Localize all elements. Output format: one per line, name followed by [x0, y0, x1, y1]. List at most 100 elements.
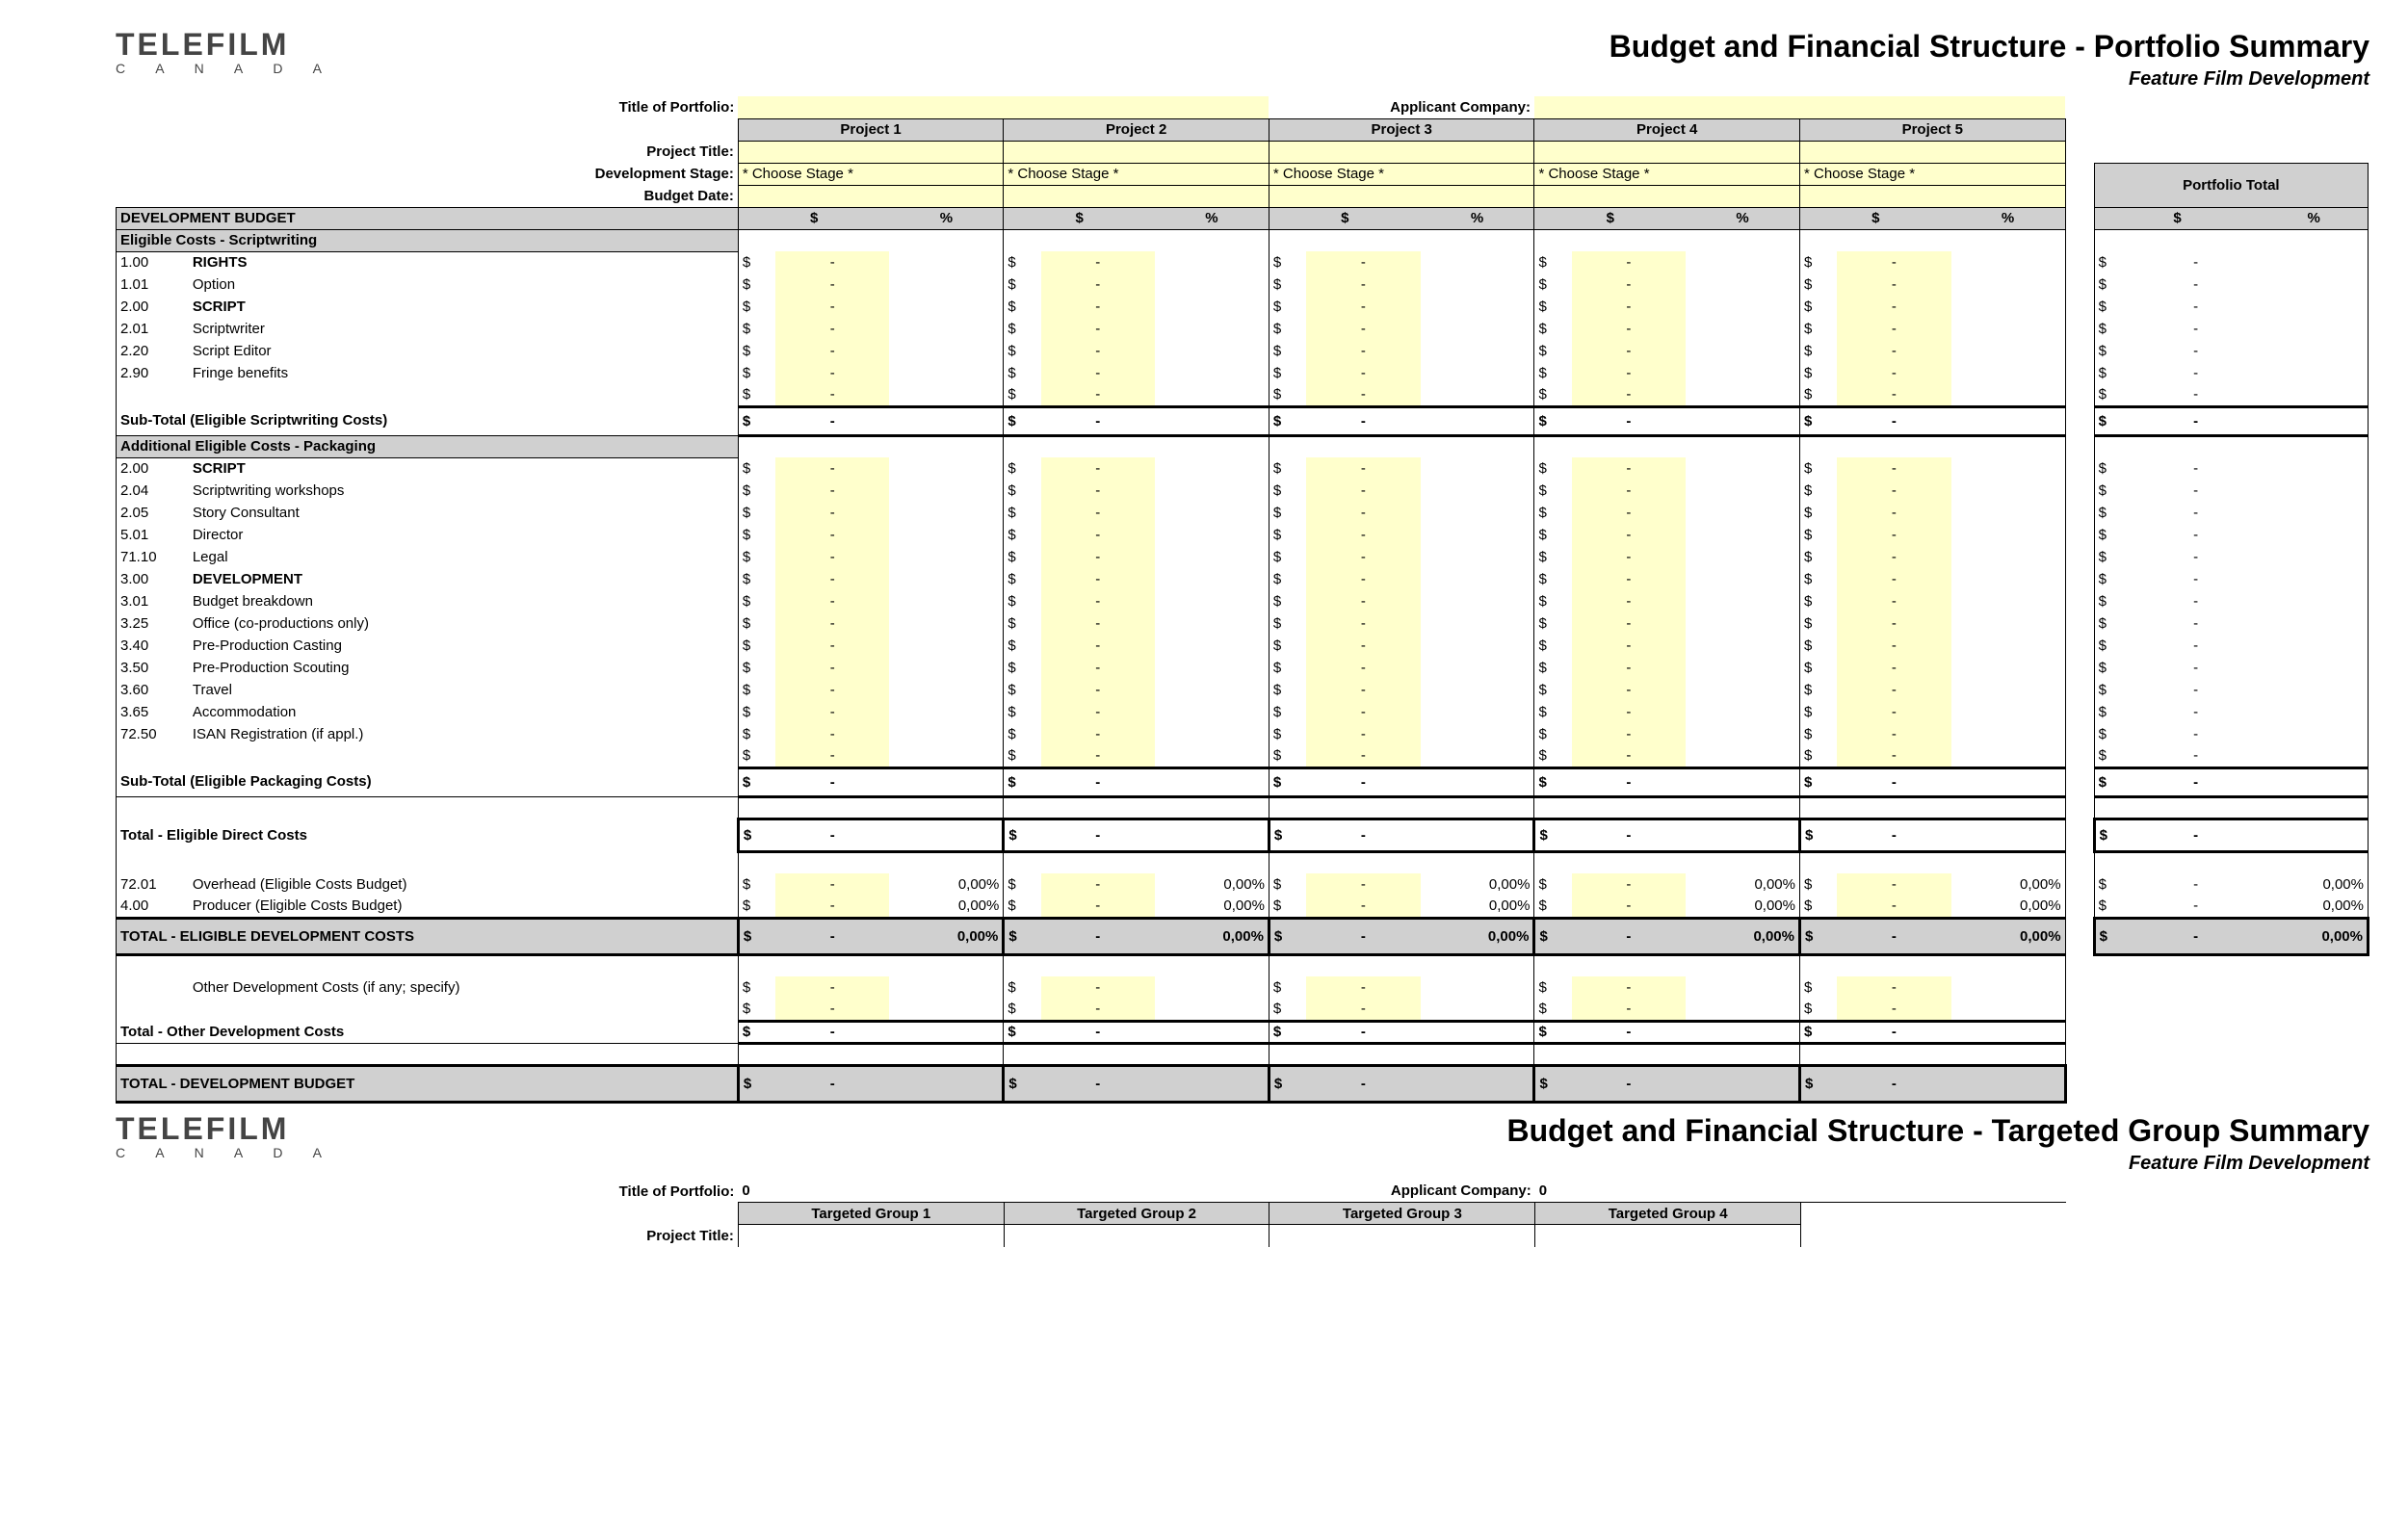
line-amt[interactable]: -	[1041, 701, 1155, 723]
line-amt[interactable]: -	[1041, 568, 1155, 590]
line-amt[interactable]: -	[1837, 457, 1950, 480]
line-amt[interactable]: -	[1306, 723, 1420, 745]
line-amt[interactable]: -	[1572, 457, 1686, 480]
line-amt[interactable]: -	[1041, 612, 1155, 635]
line-amt[interactable]: -	[775, 340, 889, 362]
line-amt[interactable]: -	[775, 657, 889, 679]
line-amt[interactable]: -	[775, 502, 889, 524]
line-amt[interactable]: -	[775, 318, 889, 340]
line-amt[interactable]: -	[1306, 318, 1420, 340]
line-amt[interactable]: -	[1306, 635, 1420, 657]
line-amt[interactable]: -	[1041, 502, 1155, 524]
line-amt[interactable]: -	[1041, 251, 1155, 273]
other-dev-amt-1a[interactable]: -	[775, 976, 889, 999]
producer-amt-1[interactable]: -	[775, 896, 889, 918]
line-amt[interactable]: -	[1837, 723, 1950, 745]
line-amt[interactable]: -	[1306, 679, 1420, 701]
line-amt[interactable]: -	[1837, 340, 1950, 362]
input-budget-date-5[interactable]	[1799, 185, 2065, 207]
line-amt[interactable]: -	[775, 251, 889, 273]
line-amt[interactable]: -	[775, 362, 889, 384]
line-amt[interactable]: -	[1306, 590, 1420, 612]
line-amt[interactable]: -	[1306, 480, 1420, 502]
line-amt[interactable]: -	[775, 635, 889, 657]
line-amt[interactable]: -	[1572, 502, 1686, 524]
select-stage-1[interactable]: * Choose Stage *	[738, 163, 1004, 185]
line-amt[interactable]: -	[775, 612, 889, 635]
line-amt[interactable]: -	[1572, 546, 1686, 568]
line-amt[interactable]: -	[1041, 273, 1155, 296]
line-amt[interactable]: -	[775, 480, 889, 502]
line-amt[interactable]: -	[775, 457, 889, 480]
line-amt[interactable]: -	[1572, 679, 1686, 701]
line-amt[interactable]: -	[1837, 524, 1950, 546]
select-stage-2[interactable]: * Choose Stage *	[1004, 163, 1269, 185]
input-budget-date-1[interactable]	[738, 185, 1004, 207]
line-amt[interactable]: -	[1837, 296, 1950, 318]
line-amt[interactable]: -	[1306, 251, 1420, 273]
line-amt[interactable]: -	[1306, 612, 1420, 635]
input-budget-date-4[interactable]	[1534, 185, 1800, 207]
line-amt[interactable]: -	[1572, 657, 1686, 679]
line-amt[interactable]: -	[775, 296, 889, 318]
select-stage-5[interactable]: * Choose Stage *	[1799, 163, 2065, 185]
line-amt[interactable]: -	[1837, 568, 1950, 590]
line-amt[interactable]: -	[775, 679, 889, 701]
line-amt[interactable]: -	[1837, 546, 1950, 568]
line-amt[interactable]: -	[1306, 745, 1420, 767]
line-amt[interactable]: -	[1837, 590, 1950, 612]
overhead-amt-1[interactable]: -	[775, 873, 889, 896]
line-amt[interactable]: -	[1572, 384, 1686, 406]
line-amt[interactable]: -	[1837, 273, 1950, 296]
select-stage-4[interactable]: * Choose Stage *	[1534, 163, 1800, 185]
line-amt[interactable]: -	[1306, 362, 1420, 384]
line-amt[interactable]: -	[775, 384, 889, 406]
line-amt[interactable]: -	[1041, 635, 1155, 657]
line-amt[interactable]: -	[775, 568, 889, 590]
line-amt[interactable]: -	[1041, 524, 1155, 546]
line-amt[interactable]: -	[1837, 384, 1950, 406]
select-stage-3[interactable]: * Choose Stage *	[1269, 163, 1534, 185]
line-amt[interactable]: -	[1572, 745, 1686, 767]
line-amt[interactable]: -	[1306, 502, 1420, 524]
line-amt[interactable]: -	[1572, 273, 1686, 296]
line-amt[interactable]: -	[1572, 340, 1686, 362]
line-amt[interactable]: -	[1572, 568, 1686, 590]
line-amt[interactable]: -	[1572, 480, 1686, 502]
line-amt[interactable]: -	[1306, 568, 1420, 590]
line-amt[interactable]: -	[1837, 362, 1950, 384]
line-amt[interactable]: -	[1306, 457, 1420, 480]
line-amt[interactable]: -	[1306, 340, 1420, 362]
line-amt[interactable]: -	[775, 723, 889, 745]
line-amt[interactable]: -	[775, 524, 889, 546]
other-dev-amt-1b[interactable]: -	[775, 999, 889, 1021]
line-amt[interactable]: -	[1041, 480, 1155, 502]
line-amt[interactable]: -	[1041, 546, 1155, 568]
line-amt[interactable]: -	[1041, 340, 1155, 362]
input-project-title-2[interactable]	[1004, 141, 1269, 163]
line-amt[interactable]: -	[1041, 457, 1155, 480]
line-amt[interactable]: -	[1837, 251, 1950, 273]
input-project-title-3[interactable]	[1269, 141, 1534, 163]
line-amt[interactable]: -	[1041, 362, 1155, 384]
line-amt[interactable]: -	[1572, 635, 1686, 657]
line-amt[interactable]: -	[1041, 590, 1155, 612]
line-amt[interactable]: -	[775, 590, 889, 612]
line-amt[interactable]: -	[1041, 384, 1155, 406]
line-amt[interactable]: -	[1041, 679, 1155, 701]
input-project-title-1[interactable]	[738, 141, 1004, 163]
input-project-title-4[interactable]	[1534, 141, 1800, 163]
line-amt[interactable]: -	[1572, 251, 1686, 273]
line-amt[interactable]: -	[1837, 701, 1950, 723]
line-amt[interactable]: -	[1572, 296, 1686, 318]
line-amt[interactable]: -	[1306, 701, 1420, 723]
line-amt[interactable]: -	[1572, 318, 1686, 340]
line-amt[interactable]: -	[1306, 657, 1420, 679]
line-amt[interactable]: -	[1306, 384, 1420, 406]
line-amt[interactable]: -	[1837, 635, 1950, 657]
line-amt[interactable]: -	[1837, 657, 1950, 679]
input-project-title-5[interactable]	[1799, 141, 2065, 163]
line-amt[interactable]: -	[1306, 273, 1420, 296]
line-amt[interactable]: -	[1837, 679, 1950, 701]
line-amt[interactable]: -	[1306, 296, 1420, 318]
